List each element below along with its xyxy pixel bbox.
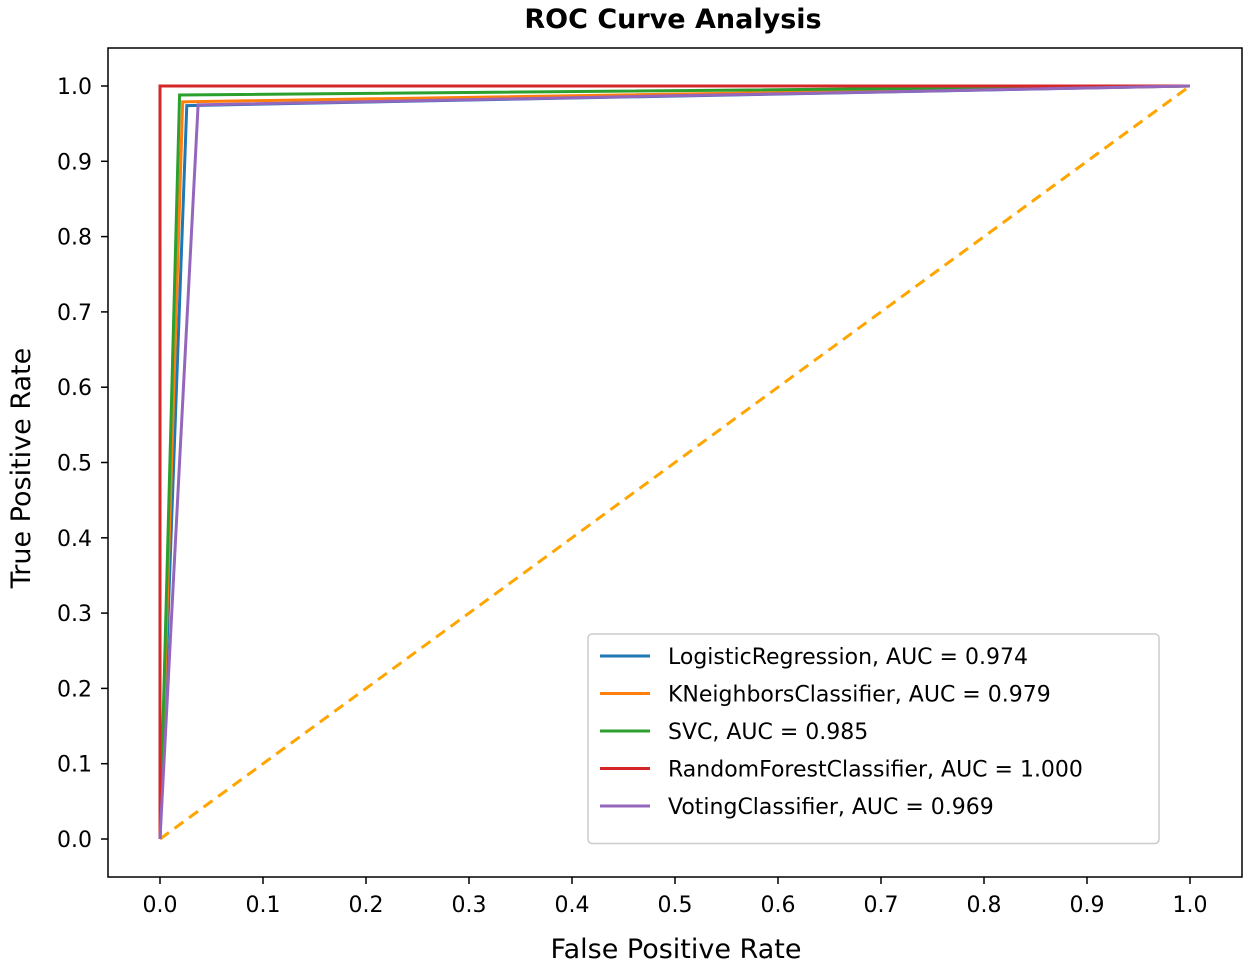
y-tick-label: 0.5 <box>57 452 92 477</box>
y-tick-label: 0.6 <box>57 376 92 401</box>
y-axis-label: True Positive Rate <box>6 348 37 590</box>
y-tick-label: 0.9 <box>57 150 92 175</box>
y-tick-label: 0.8 <box>57 226 92 251</box>
x-tick-label: 0.8 <box>967 893 1002 918</box>
x-tick-label: 0.0 <box>143 893 178 918</box>
y-tick-label: 0.1 <box>57 753 92 778</box>
series-line-3 <box>158 84 1190 839</box>
legend-entry-1: KNeighborsClassifier, AUC = 0.979 <box>668 683 1051 708</box>
y-tick-label: 0.3 <box>57 602 92 627</box>
axis-ticks: 0.0 0.1 0.2 0.3 0.4 0.5 0.6 0.7 0.8 0.9 1.0 0.0 0.1 0… <box>57 75 1208 918</box>
x-tick-label: 0.2 <box>349 893 384 918</box>
y-tick-label: 0.2 <box>57 677 92 702</box>
y-tick-label: 0.0 <box>57 828 92 853</box>
legend-entry-2: SVC, AUC = 0.985 <box>668 720 868 745</box>
y-tick-label: 0.4 <box>57 527 92 552</box>
plot-area <box>158 84 1191 841</box>
y-tick-label: 1.0 <box>57 75 92 100</box>
y-tick-label: 0.7 <box>57 301 92 326</box>
x-tick-label: 0.5 <box>658 893 693 918</box>
chart-title: ROC Curve Analysis <box>524 4 821 35</box>
legend-entry-0: LogisticRegression, AUC = 0.974 <box>668 645 1028 670</box>
x-tick-label: 0.9 <box>1070 893 1105 918</box>
x-tick-label: 0.7 <box>864 893 899 918</box>
legend-entry-4: VotingClassifier, AUC = 0.969 <box>668 795 994 820</box>
x-tick-label: 0.6 <box>761 893 796 918</box>
x-tick-label: 1.0 <box>1173 893 1208 918</box>
legend: LogisticRegression, AUC = 0.974 KNeighbor… <box>587 633 1160 845</box>
x-tick-label: 0.4 <box>555 893 590 918</box>
legend-box <box>587 633 1160 845</box>
x-axis-label: False Positive Rate <box>551 934 802 965</box>
legend-entry-3: RandomForestClassifier, AUC = 1.000 <box>668 758 1083 783</box>
x-tick-label: 0.3 <box>452 893 487 918</box>
x-tick-label: 0.1 <box>246 893 281 918</box>
series-line-2 <box>158 84 1191 840</box>
series-line-4 <box>158 84 1191 840</box>
reference-diagonal-line <box>159 84 1191 841</box>
